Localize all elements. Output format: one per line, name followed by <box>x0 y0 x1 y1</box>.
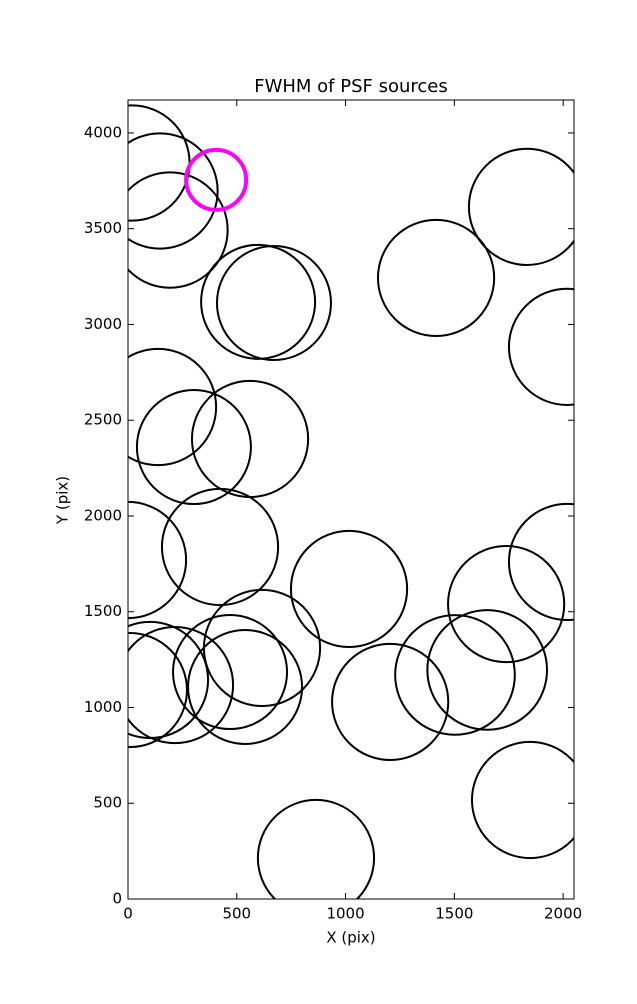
source-circle <box>426 609 549 731</box>
source-circle <box>331 642 450 762</box>
source-circle <box>470 740 574 860</box>
source-circle <box>507 287 574 406</box>
y-tick-label: 3000 <box>84 315 122 333</box>
y-tick-label: 1000 <box>84 698 122 716</box>
source-circle <box>128 171 229 289</box>
y-tick-label: 2500 <box>84 411 122 429</box>
x-tick-label: 500 <box>222 905 251 923</box>
source-circle <box>160 487 280 607</box>
source-circle <box>394 614 516 736</box>
source-circle <box>172 614 289 731</box>
x-tick-label: 0 <box>123 905 133 923</box>
y-axis-label: Y (pix) <box>54 476 72 525</box>
source-circle <box>447 544 566 664</box>
x-tick-label: 2000 <box>544 905 582 923</box>
x-axis-label: X (pix) <box>326 929 375 947</box>
source-circle <box>256 798 376 899</box>
source-circle <box>135 389 252 506</box>
y-tick-label: 2000 <box>84 506 122 524</box>
plot-frame <box>127 99 575 900</box>
source-circle <box>187 628 304 745</box>
source-circle <box>215 245 332 362</box>
source-circle <box>200 243 317 360</box>
source-circle <box>128 620 210 739</box>
y-tick-label: 0 <box>112 890 122 908</box>
source-circle <box>128 132 219 250</box>
source-circle <box>128 347 218 467</box>
source-circle <box>376 218 496 338</box>
y-tick-label: 3500 <box>84 219 122 237</box>
source-circle <box>289 529 409 649</box>
y-tick-label: 500 <box>93 794 122 812</box>
x-tick-label: 1000 <box>326 905 364 923</box>
y-tick-label: 1500 <box>84 602 122 620</box>
y-tick-label: 4000 <box>84 123 122 141</box>
source-circle <box>507 502 574 622</box>
chart-title: FWHM of PSF sources <box>254 76 448 97</box>
source-circle <box>467 147 574 266</box>
source-circle <box>128 632 188 749</box>
source-circle <box>184 147 249 212</box>
x-tick-label: 1500 <box>435 905 473 923</box>
